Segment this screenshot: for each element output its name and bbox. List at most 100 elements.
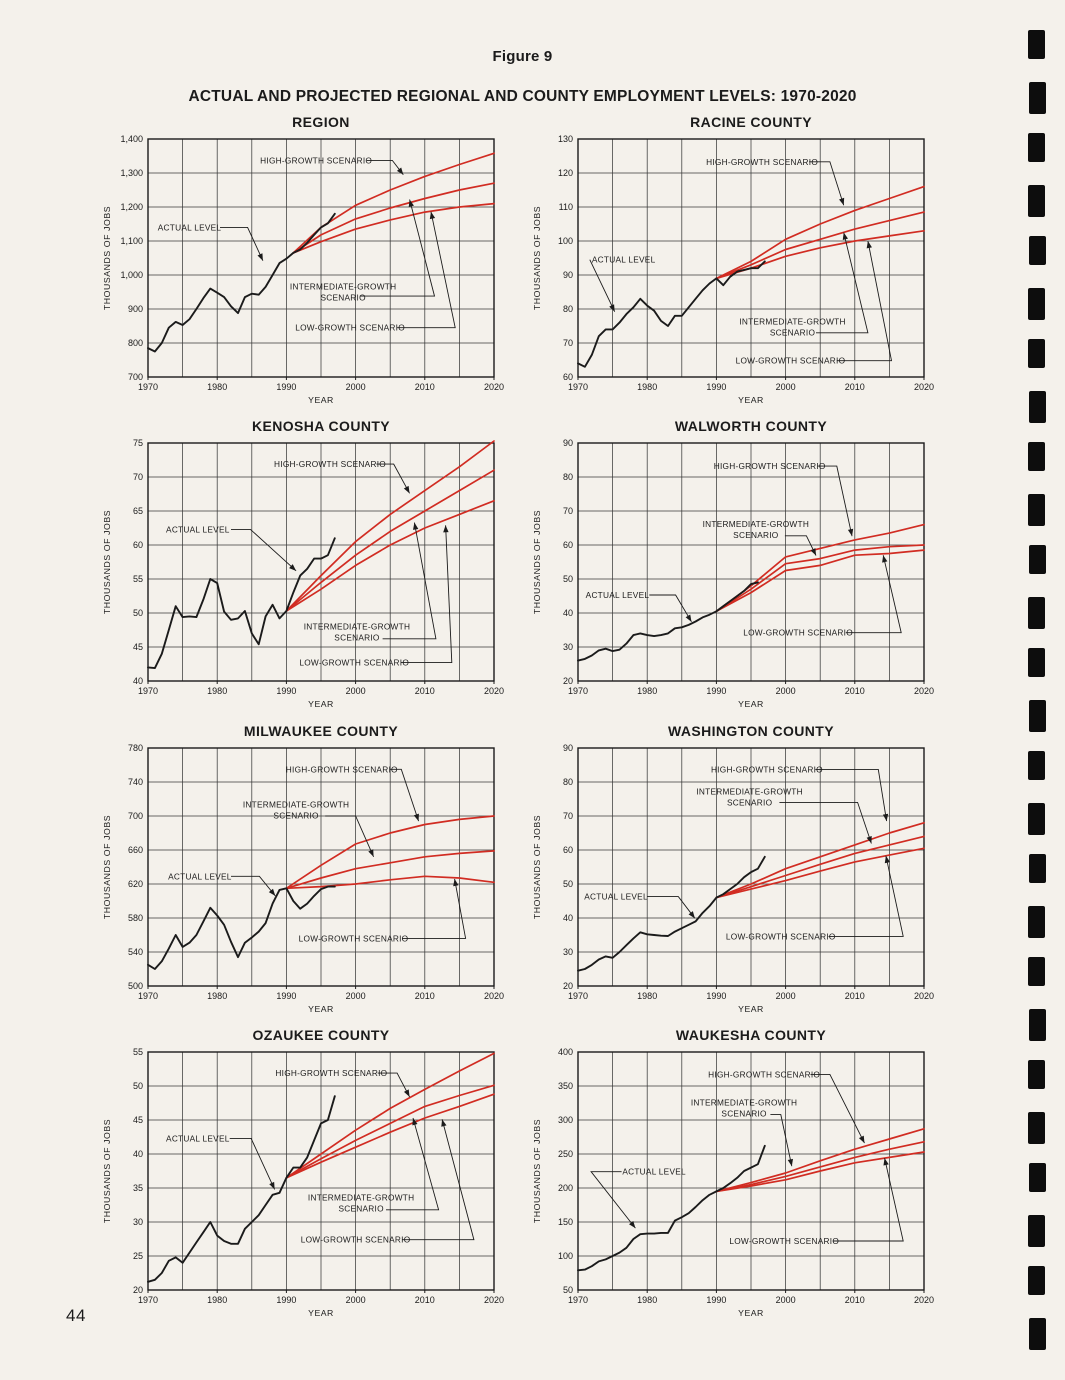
svg-text:SCENARIO: SCENARIO [320,293,366,303]
arrowhead-icon [396,167,404,175]
y-tick-labels: 20 30 40 50 60 70 80 90 [563,743,573,991]
svg-text:2010: 2010 [415,686,435,696]
chart-title: KENOSHA COUNTY [252,418,390,434]
svg-text:1,000: 1,000 [120,270,143,280]
svg-text:70: 70 [563,506,573,516]
svg-text:ACTUAL LEVEL: ACTUAL LEVEL [586,590,650,600]
svg-text:20: 20 [563,676,573,686]
svg-text:2020: 2020 [914,686,934,696]
svg-text:2000: 2000 [346,1295,366,1305]
annotation-low-growth-label: LOW-GROWTH SCENARIO [743,555,902,638]
svg-text:350: 350 [558,1081,573,1091]
annotation-low-growth-label: LOW-GROWTH SCENARIO [729,1158,904,1246]
plot-border [147,1051,495,1291]
svg-text:LOW-GROWTH SCENARIO: LOW-GROWTH SCENARIO [301,1235,411,1245]
plot-border [147,138,495,378]
annotation-actual-level-label: ACTUAL LEVEL [166,524,297,572]
annotation-actual-level-label: ACTUAL LEVEL [584,892,696,919]
chart-racine-county: RACINE COUNTY 60 70 80 90 100 110 120 130 1970 198… [526,110,966,410]
svg-text:1980: 1980 [637,382,657,392]
arrowhead-icon [412,1117,418,1126]
high-growth-scenario-line [715,523,925,613]
svg-text:SCENARIO: SCENARIO [733,530,779,540]
svg-text:1980: 1980 [207,686,227,696]
svg-text:SCENARIO: SCENARIO [334,633,380,643]
svg-text:1980: 1980 [637,1295,657,1305]
svg-text:35: 35 [133,1183,143,1193]
svg-text:50: 50 [563,1285,573,1295]
intermediate-growth-scenario-line [285,1084,495,1179]
high-growth-scenario-line [285,815,495,890]
svg-text:ACTUAL LEVEL: ACTUAL LEVEL [166,524,230,534]
svg-text:70: 70 [563,338,573,348]
low-growth-scenario-line [285,499,495,612]
chart-milwaukee-county: MILWAUKEE COUNTY 500 540 580 620 660 700 740 780… [96,719,536,1019]
arrowhead-icon [408,199,414,207]
chart-kenosha-county: KENOSHA COUNTY 40 45 50 55 60 65 70 75 1970 1980 19… [96,414,536,714]
binding-mark [1028,442,1045,471]
figure-title: ACTUAL AND PROJECTED REGIONAL AND COUNTY… [188,88,857,105]
plot-border [147,747,495,987]
arrowhead-icon [810,548,817,556]
high-growth-scenario-line [292,152,495,254]
x-tick-labels: 1970 1980 1990 2000 2010 2020 [138,377,504,392]
high-growth-scenario-line [285,1052,495,1179]
arrowhead-icon [268,888,276,896]
svg-text:2020: 2020 [914,991,934,1001]
plot-border [577,747,925,987]
binding-mark [1029,390,1046,423]
annotation-low-growth-label: LOW-GROWTH SCENARIO [301,1119,475,1245]
arrowhead-icon [685,614,692,622]
binding-mark [1029,854,1046,883]
y-tick-labels: 700 800 900 1,000 1,100 1,200 1,300 1,400 [120,134,143,382]
chart-title: REGION [292,114,350,130]
intermediate-growth-scenario-line [715,544,925,613]
svg-text:110: 110 [559,202,573,212]
svg-text:2000: 2000 [346,686,366,696]
svg-text:ACTUAL LEVEL: ACTUAL LEVEL [166,1133,230,1143]
arrowhead-icon [441,1119,447,1127]
low-growth-scenario-line [715,1151,925,1193]
x-axis-title: YEAR [308,1004,334,1014]
binding-mark [1029,545,1046,574]
binding-mark [1028,1214,1045,1247]
chart-washington-county: WASHINGTON COUNTY 20 30 40 50 60 70 80 90 1970 198… [526,719,966,1019]
y-tick-labels: 50 100 150 200 250 300 350 400 [558,1047,573,1295]
chart-walworth-county: WALWORTH COUNTY 20 30 40 50 60 70 80 90 1970 1980 1… [526,414,966,714]
annotation-actual-level-label: ACTUAL LEVEL [166,1133,276,1190]
binding-mark [1028,339,1045,368]
svg-text:45: 45 [133,642,143,652]
y-axis-title: THOUSANDS OF JOBS [532,815,542,919]
intermediate-growth-scenario-line [285,850,495,890]
chart-racine-county-svg: RACINE COUNTY 60 70 80 90 100 110 120 130 1970 198… [532,114,934,405]
intermediate-growth-scenario-line [292,182,495,254]
low-growth-scenario-line [292,202,495,254]
plot-border [577,1051,925,1291]
annotation-high-growth-label: HIGH-GROWTH SCENARIO [275,1068,410,1098]
svg-text:50: 50 [133,608,143,618]
x-tick-labels: 1970 1980 1990 2000 2010 2020 [138,986,504,1001]
arrowhead-icon [453,878,459,887]
svg-text:2000: 2000 [776,1295,796,1305]
svg-text:INTERMEDIATE-GROWTH: INTERMEDIATE-GROWTH [691,1097,797,1107]
svg-text:50: 50 [133,1081,143,1091]
svg-text:620: 620 [128,879,143,889]
low-growth-scenario-line [285,875,495,890]
svg-text:2020: 2020 [484,1295,504,1305]
y-axis-title: THOUSANDS OF JOBS [102,815,112,919]
annotation-actual-level-label: ACTUAL LEVEL [586,590,692,623]
gridlines [147,747,495,987]
svg-text:HIGH-GROWTH SCENARIO: HIGH-GROWTH SCENARIO [274,459,386,469]
binding-mark [1028,751,1045,780]
svg-text:INTERMEDIATE-GROWTH: INTERMEDIATE-GROWTH [696,786,802,796]
x-tick-labels: 1970 1980 1990 2000 2010 2020 [568,986,934,1001]
x-axis-title: YEAR [308,699,334,709]
svg-text:130: 130 [558,134,573,144]
svg-text:2020: 2020 [484,686,504,696]
arrowhead-icon [628,1220,636,1229]
svg-text:2010: 2010 [845,1295,865,1305]
svg-text:1990: 1990 [706,382,726,392]
